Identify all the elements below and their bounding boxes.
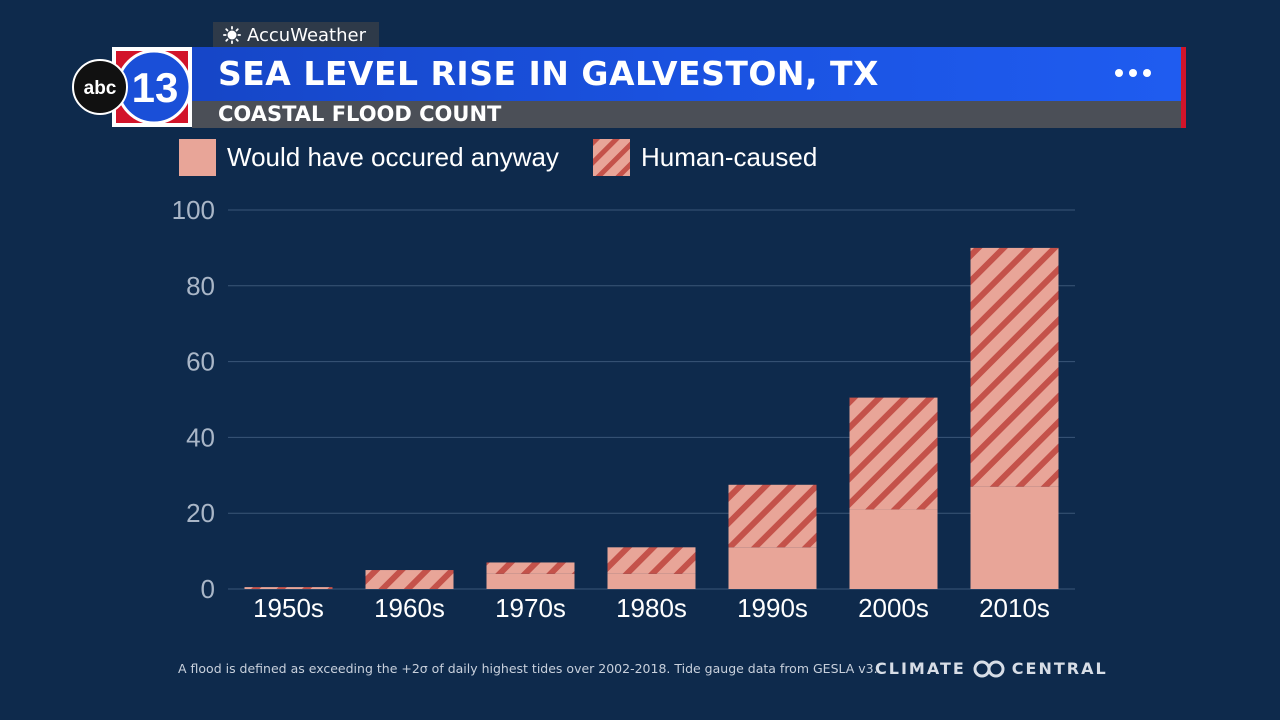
station-abc: abc [84,78,117,99]
climate-central-logo: CLIMATE CENTRAL [875,659,1108,678]
x-tick-label: 1990s [737,593,808,623]
bar-human-1960s [365,570,454,589]
x-tick-label: 1960s [374,593,445,623]
sponsor-label: AccuWeather [247,24,366,46]
bar-human-1980s [607,547,696,574]
subtitle-bar: COASTAL FLOOD COUNT [192,101,1186,128]
y-tick-label: 100 [172,195,215,225]
y-tick-label: 0 [201,574,215,604]
legend-item-human: Human-caused [593,139,817,176]
bar-human-1970s [486,562,575,574]
legend-label-human: Human-caused [641,142,818,172]
bar-human-1950s [244,587,333,589]
footnote: A flood is defined as exceeding the +2σ … [178,661,878,676]
bar-human-2010s [970,247,1059,487]
y-tick-label: 40 [186,422,215,452]
y-tick-label: 20 [186,498,215,528]
legend-label-natural: Would have occured anyway [227,142,559,172]
y-tick-label: 60 [186,347,215,377]
y-tick-label: 80 [186,271,215,301]
brand-left: CLIMATE [875,659,966,678]
x-tick-label: 2000s [858,593,929,623]
rings-icon [973,660,1005,677]
bar-human-1990s [728,484,817,548]
x-tick-label: 1980s [616,593,687,623]
page-subtitle: COASTAL FLOOD COUNT [218,102,502,126]
x-tick-label: 1970s [495,593,566,623]
bar-natural-1980s [607,573,696,589]
brand-right: CENTRAL [1011,659,1108,678]
bar-natural-1970s [486,573,575,589]
bar-natural-1990s [728,547,817,589]
station-number: 13 [132,64,179,111]
legend-swatch-human [593,139,630,176]
x-tick-label: 2010s [979,593,1050,623]
more-dots-icon[interactable] [1115,69,1151,77]
bar-natural-2000s [849,509,938,589]
bar-human-2000s [849,397,938,510]
legend-item-natural: Would have occured anyway [179,139,559,176]
legend-swatch-natural [179,139,216,176]
page-title: SEA LEVEL RISE IN GALVESTON, TX [218,54,879,93]
title-bar: SEA LEVEL RISE IN GALVESTON, TX [192,47,1186,101]
bar-natural-2010s [970,486,1059,589]
x-tick-label: 1950s [253,593,324,623]
station-logo: 13 abc [72,47,192,127]
sponsor-tab: AccuWeather [213,22,379,48]
sun-icon [223,26,241,44]
